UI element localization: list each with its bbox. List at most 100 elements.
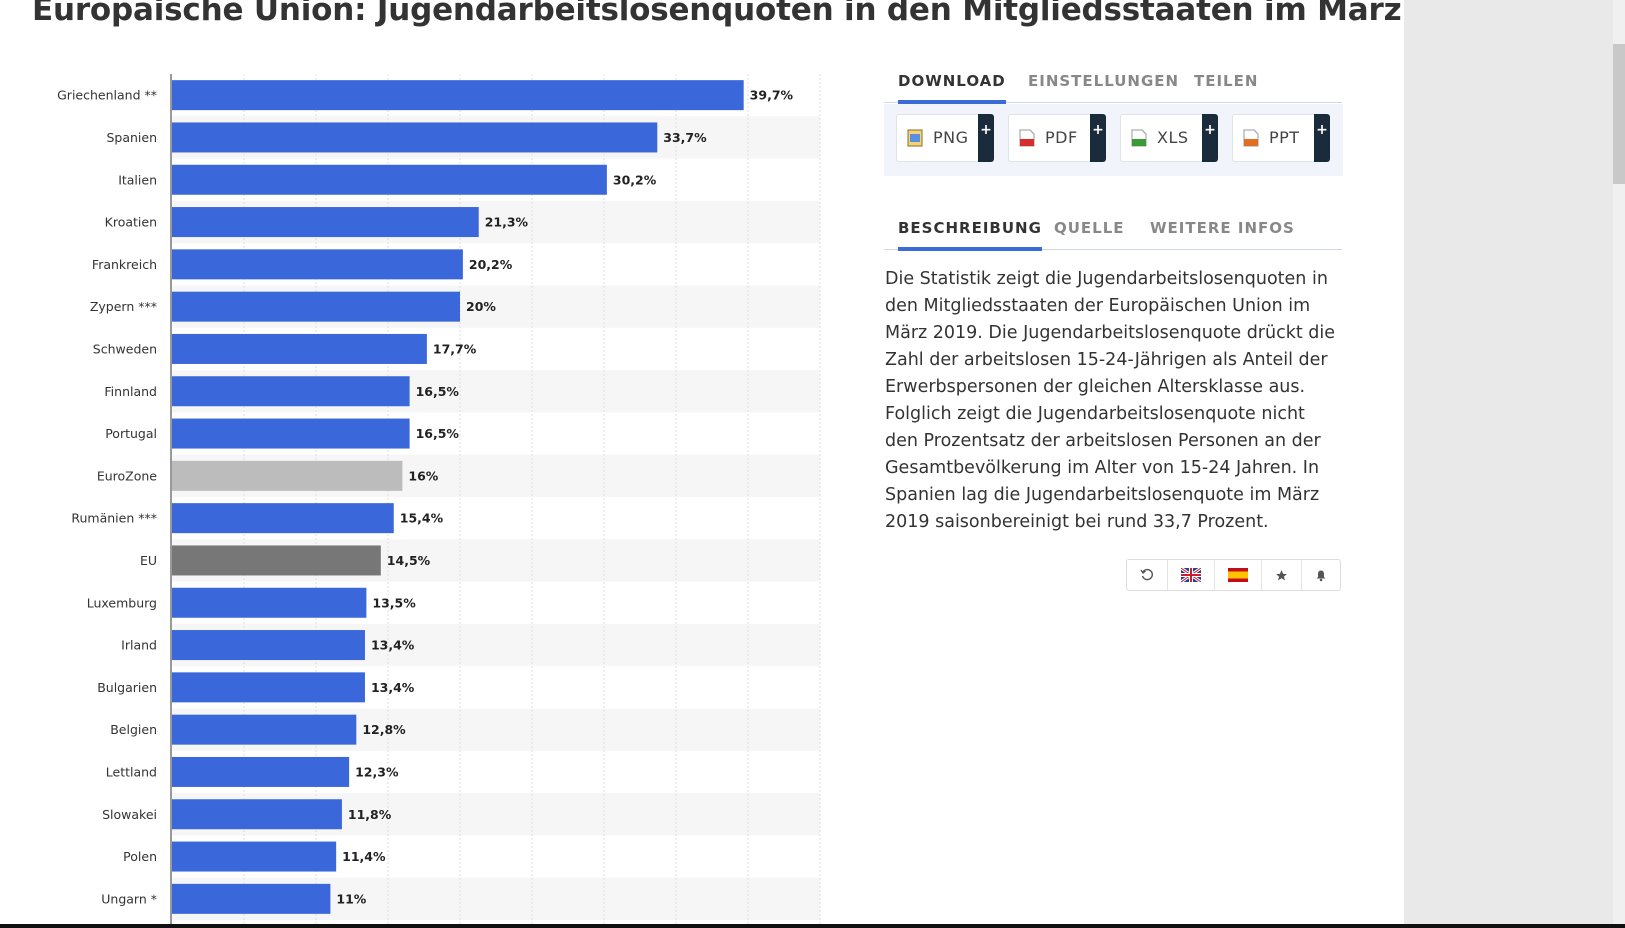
data-label: 11%: [336, 891, 366, 906]
bar[interactable]: [172, 122, 658, 153]
data-label: 13,4%: [371, 680, 415, 695]
tab-quelle[interactable]: QUELLE: [1054, 219, 1125, 237]
category-label: EU: [140, 553, 157, 568]
data-label: 13,5%: [372, 595, 416, 610]
png-label: PNG: [933, 128, 969, 147]
bar-chart: Griechenland ** Spanien Italien Kroatien Fra…: [57, 74, 821, 924]
spain-flag-icon: [1227, 568, 1248, 582]
data-label: 20,2%: [469, 257, 513, 272]
data-label: 16,5%: [416, 426, 460, 441]
scrollbar-track[interactable]: [1613, 0, 1625, 924]
data-label: 21,3%: [485, 215, 529, 230]
category-label: Ungarn *: [101, 891, 157, 906]
bar[interactable]: [172, 503, 394, 534]
download-buttons: PNG + PDF + XLS + PPT +: [884, 104, 1343, 176]
tab-einstellungen[interactable]: EINSTELLUNGEN: [1028, 72, 1180, 90]
data-label: 13,4%: [371, 638, 415, 653]
category-label: Frankreich: [92, 257, 157, 272]
category-label: Polen: [123, 849, 157, 864]
ppt-label: PPT: [1269, 128, 1300, 147]
data-label: 11,8%: [348, 807, 392, 822]
bar[interactable]: [172, 841, 337, 872]
bar[interactable]: [172, 672, 365, 703]
bar[interactable]: [172, 630, 365, 661]
bell-icon: [1316, 570, 1325, 581]
page-title: Europäische Union: Jugendarbeitslosenquo…: [32, 0, 1404, 28]
category-labels: Griechenland ** Spanien Italien Kroatien Fra…: [57, 88, 157, 907]
bar[interactable]: [172, 164, 607, 195]
xls-download-button[interactable]: XLS +: [1120, 114, 1218, 162]
data-label: 17,7%: [433, 341, 477, 356]
spanish-flag-button[interactable]: [1214, 560, 1262, 590]
bar[interactable]: [172, 207, 479, 238]
category-label: Spanien: [106, 130, 157, 145]
tab-weitere-infos[interactable]: WEITERE INFOS: [1150, 219, 1295, 237]
notification-button[interactable]: [1301, 560, 1340, 590]
bar[interactable]: [172, 376, 410, 407]
pdf-plus-icon[interactable]: +: [1090, 114, 1106, 162]
png-file-icon: [907, 129, 923, 147]
category-label: EuroZone: [97, 468, 157, 483]
bar[interactable]: [172, 333, 427, 364]
action-buttons: [1126, 559, 1341, 591]
tab-teilen[interactable]: TEILEN: [1194, 72, 1259, 90]
download-tabs: DOWNLOAD EINSTELLUNGEN TEILEN: [884, 70, 1342, 104]
ppt-download-button[interactable]: PPT +: [1232, 114, 1330, 162]
tab-beschreibung[interactable]: BESCHREIBUNG: [898, 217, 1042, 251]
bar[interactable]: [172, 80, 744, 111]
pdf-download-button[interactable]: PDF +: [1008, 114, 1106, 162]
category-label: Finnland: [104, 384, 157, 399]
png-plus-icon[interactable]: +: [978, 114, 994, 162]
scrollbar-thumb[interactable]: [1613, 44, 1625, 184]
category-label: Griechenland **: [57, 88, 157, 103]
category-label: Lettland: [106, 764, 157, 779]
category-label: Zypern ***: [90, 299, 157, 314]
data-label: 11,4%: [342, 849, 386, 864]
bar[interactable]: [172, 587, 367, 618]
description-text: Die Statistik zeigt die Jugendarbeitslos…: [885, 269, 1336, 532]
tab-download[interactable]: DOWNLOAD: [898, 70, 1006, 104]
category-label: Slowakei: [102, 807, 157, 822]
data-label: 33,7%: [663, 130, 707, 145]
history-button[interactable]: [1127, 560, 1168, 590]
favorite-button[interactable]: [1261, 560, 1302, 590]
xls-label: XLS: [1157, 128, 1189, 147]
data-label: 16,5%: [416, 384, 460, 399]
data-label: 12,3%: [355, 764, 399, 779]
bar[interactable]: [172, 883, 331, 914]
category-label: Irland: [121, 638, 157, 653]
page: Europäische Union: Jugendarbeitslosenquo…: [0, 0, 1404, 924]
taskbar-strip: [0, 924, 1625, 928]
bar[interactable]: [172, 460, 403, 491]
english-flag-button[interactable]: [1167, 560, 1215, 590]
ppt-plus-icon[interactable]: +: [1314, 114, 1330, 162]
bar[interactable]: [172, 756, 350, 787]
bar[interactable]: [172, 799, 342, 830]
bar[interactable]: [172, 291, 460, 322]
data-label: 39,7%: [750, 88, 794, 103]
value-labels: 39,7% 33,7% 30,2% 21,3% 20,2% 20% 17,7% 16,5% 16…: [336, 88, 793, 907]
star-icon: [1275, 569, 1287, 580]
category-label: Portugal: [105, 426, 157, 441]
category-label: Belgien: [110, 722, 157, 737]
png-download-button[interactable]: PNG +: [896, 114, 994, 162]
bar[interactable]: [172, 249, 463, 280]
bar[interactable]: [172, 545, 381, 576]
xls-plus-icon[interactable]: +: [1202, 114, 1218, 162]
bar[interactable]: [172, 714, 357, 745]
xls-file-icon: [1131, 129, 1147, 147]
pdf-label: PDF: [1045, 128, 1078, 147]
data-label: 12,8%: [362, 722, 406, 737]
ppt-file-icon: [1243, 129, 1259, 147]
info-tabs: BESCHREIBUNG QUELLE WEITERE INFOS: [884, 217, 1342, 251]
bars: [172, 80, 744, 914]
uk-flag-icon: [1180, 568, 1201, 582]
category-label: Italien: [118, 172, 157, 187]
category-label: Bulgarien: [97, 680, 157, 695]
data-label: 16%: [408, 468, 438, 483]
category-label: Schweden: [93, 341, 157, 356]
bar[interactable]: [172, 418, 410, 449]
data-label: 20%: [466, 299, 496, 314]
category-label: Luxemburg: [87, 595, 157, 610]
category-label: Kroatien: [105, 215, 157, 230]
